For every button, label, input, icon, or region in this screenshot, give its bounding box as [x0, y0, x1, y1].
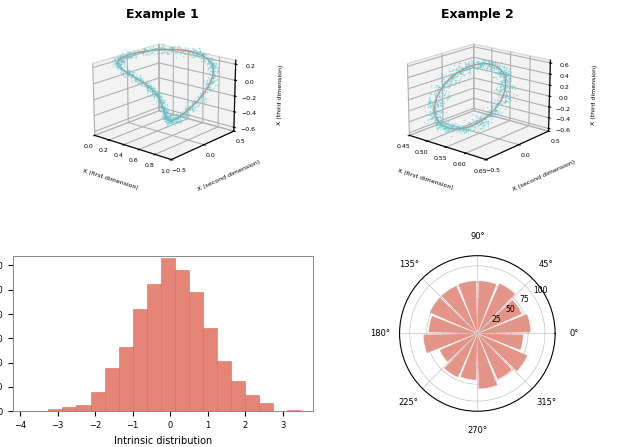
Bar [477, 283, 515, 333]
Bar [147, 284, 161, 411]
Bar [429, 297, 477, 333]
Bar [477, 299, 522, 333]
Bar [161, 258, 175, 411]
Bar [477, 281, 497, 333]
X-axis label: 
X (first dimension): X (first dimension) [82, 163, 141, 191]
Bar [477, 333, 497, 389]
Bar [287, 410, 301, 411]
Bar [132, 309, 147, 411]
Bar [444, 333, 477, 377]
Bar [63, 407, 77, 411]
Bar [259, 404, 273, 411]
Bar [175, 270, 189, 411]
Bar [231, 380, 245, 411]
Bar [460, 333, 477, 380]
Y-axis label: 
X (second dimension): X (second dimension) [509, 154, 575, 192]
Bar [477, 314, 531, 333]
Bar [429, 316, 477, 333]
X-axis label: Intrinsic distribution: Intrinsic distribution [113, 435, 212, 446]
Bar [217, 361, 231, 411]
Bar [458, 281, 477, 333]
Title: Example 1: Example 1 [126, 8, 199, 21]
Bar [477, 333, 524, 350]
Bar [477, 333, 512, 380]
Bar [90, 392, 104, 411]
Y-axis label: 
X (second dimension): X (second dimension) [195, 154, 261, 192]
Title: Example 2: Example 2 [441, 8, 514, 21]
Bar [118, 347, 132, 411]
Bar [203, 328, 217, 411]
X-axis label: 
X (first dimension): X (first dimension) [397, 163, 455, 191]
Bar [49, 409, 63, 411]
Bar [104, 368, 118, 411]
Bar [189, 292, 203, 411]
Bar [440, 333, 477, 362]
Bar [441, 286, 477, 333]
Bar [77, 405, 90, 411]
Bar [245, 395, 259, 411]
Bar [423, 333, 477, 353]
Bar [477, 333, 527, 371]
